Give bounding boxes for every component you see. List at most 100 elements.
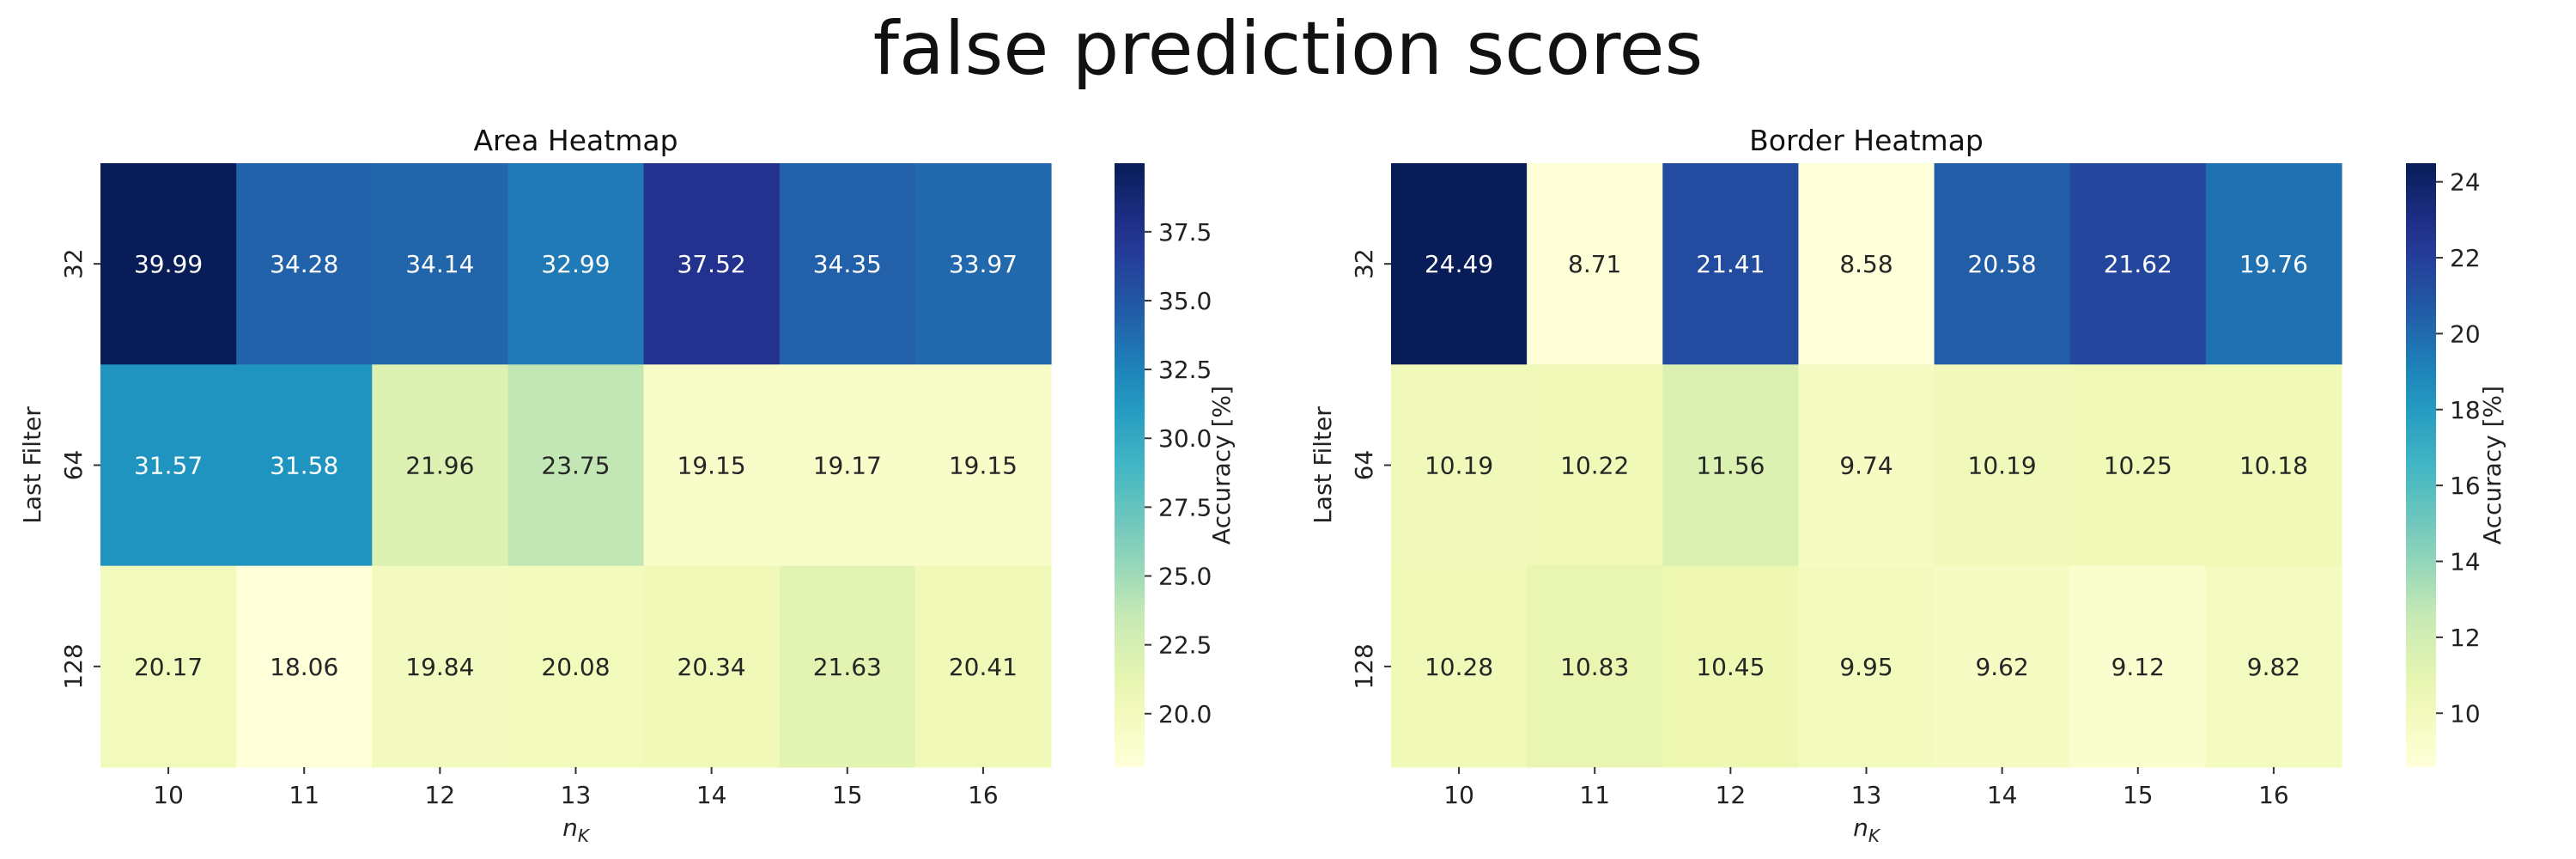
colorbar [1115,163,1145,767]
heatmap-cell [914,364,1052,567]
colorbar-tick-label: 14 [2450,548,2481,576]
cell-value-label: 8.58 [1839,250,1893,278]
heatmap-cell [1391,364,1528,567]
colorbar-tick-label: 35.0 [1158,287,1212,315]
cell-value-label: 8.71 [1568,250,1621,278]
colorbar-tick-label: 22 [2450,244,2481,272]
x-tick-label: 16 [2258,781,2289,809]
heatmap-cell [1527,163,1663,365]
cell-value-label: 37.52 [677,250,746,278]
cell-value-label: 9.62 [1975,653,2028,681]
heatmap-cell [2069,364,2207,567]
cell-value-label: 34.35 [813,250,882,278]
colorbar-tick-label: 25.0 [1158,563,1212,591]
heatmap-panel: Area Heatmap 39.99 34.28 34.14 32.99 37.52 34.… [18,124,1236,846]
figure-title: false prediction scores [873,6,1704,92]
cell-value-label: 39.99 [134,250,203,278]
x-tick-label: 13 [1851,781,1882,809]
cell-value-label: 19.84 [405,653,474,681]
heatmap-cell [2205,364,2342,567]
heatmap-cell [779,565,916,768]
cell-value-label: 9.95 [1839,653,1893,681]
cell-value-label: 20.41 [949,653,1018,681]
y-axis-label: Last Filter [18,406,46,524]
colorbar-label: Accuracy [%] [1207,386,1236,545]
heatmap-cell [100,163,237,365]
heatmap-cell [779,163,916,365]
cell-value-label: 20.17 [134,653,203,681]
heatmap-cell [1662,364,1800,567]
cell-value-label: 9.82 [2247,653,2300,681]
cell-value-label: 10.45 [1696,653,1765,681]
cell-value-label: 10.18 [2239,452,2308,480]
y-tick-label: 64 [1350,450,1378,481]
colorbar-tick-label: 24 [2450,168,2481,197]
heatmap-cell [1662,163,1800,365]
colorbar-tick-label: 10 [2450,699,2481,728]
heatmap-cell [100,364,237,567]
heatmap-cell [779,364,916,567]
colorbar-tick-label: 30.0 [1158,424,1212,453]
x-tick-label: 11 [1579,781,1610,809]
heatmap-cell [1527,565,1663,768]
colorbar-tick-label: 32.5 [1158,356,1212,384]
heatmap-panel: Border Heatmap 24.49 8.71 21.41 8.58 20.58 21.… [1309,124,2506,846]
heatmap-cell [100,565,237,768]
cell-value-label: 20.58 [1968,250,2037,278]
heatmap-cell [643,565,781,768]
cell-value-label: 10.19 [1968,452,2037,480]
heatmap-cell [1662,565,1800,768]
x-tick-label: 10 [153,781,184,809]
cell-value-label: 10.25 [2104,452,2172,480]
y-tick-label: 128 [1350,643,1378,689]
cell-value-label: 23.75 [541,452,610,480]
heatmap-panels: Area Heatmap 39.99 34.28 34.14 32.99 37.52 34.… [18,124,2506,846]
cell-value-label: 31.57 [134,452,203,480]
x-axis-label: nK [562,813,591,846]
panel-title: Border Heatmap [1749,124,1984,157]
colorbar-tick-label: 20 [2450,320,2481,348]
heatmap-cell [1798,163,1935,365]
y-axis-label: Last Filter [1309,406,1337,524]
heatmap-cell [372,364,509,567]
heatmap-cell [1934,163,2071,365]
x-tick-label: 15 [832,781,863,809]
y-tick-label: 64 [59,450,88,481]
heatmap-cell [2205,565,2342,768]
heatmap-cell [1798,364,1935,567]
cell-value-label: 9.12 [2111,653,2165,681]
heatmap-cell [1391,565,1528,768]
heatmap-cell [2069,163,2207,365]
cell-value-label: 20.08 [541,653,610,681]
heatmap-cell [2205,163,2342,365]
heatmap-cell [914,163,1052,365]
colorbar-tick-label: 27.5 [1158,493,1212,521]
cell-value-label: 32.99 [541,250,610,278]
heatmap-cell [914,565,1052,768]
colorbar-tick-label: 16 [2450,472,2481,500]
cell-value-label: 24.49 [1425,250,1493,278]
heatmap-cell [1934,565,2071,768]
x-tick-label: 13 [561,781,592,809]
colorbar-tick-label: 22.5 [1158,631,1212,660]
heatmap-cell [236,364,373,567]
cell-value-label: 10.28 [1425,653,1493,681]
cell-value-label: 34.28 [270,250,338,278]
x-tick-label: 12 [1716,781,1747,809]
cell-value-label: 18.06 [270,653,338,681]
heatmap-cell [372,565,509,768]
x-tick-label: 14 [696,781,727,809]
colorbar [2406,163,2436,767]
cell-value-label: 34.14 [405,250,474,278]
cell-value-label: 10.19 [1425,452,1493,480]
x-tick-label: 15 [2123,781,2154,809]
heatmap-cell [507,565,645,768]
heatmap-cell [507,364,645,567]
cell-value-label: 9.74 [1839,452,1893,480]
heatmap-cell [236,565,373,768]
cell-value-label: 10.22 [1560,452,1629,480]
colorbar-tick-label: 37.5 [1158,218,1212,247]
cell-value-label: 31.58 [270,452,338,480]
heatmap-cell [1798,565,1935,768]
